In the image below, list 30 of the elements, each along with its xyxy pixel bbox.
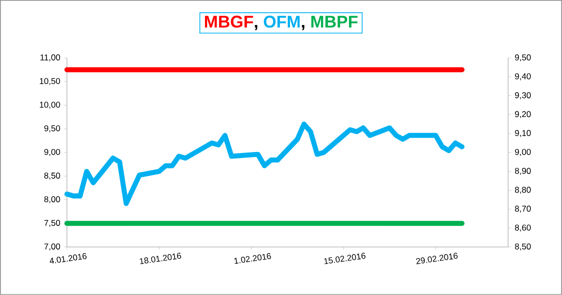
y2-tick-label: 9,30 [515,92,531,100]
y2-tick-label: 9,20 [515,111,531,118]
text: OFM [264,16,300,28]
y-tick-label: 10,50 [40,78,60,86]
y-tick-label: 7,50 [44,220,60,227]
y-tick-label: 11,00 [40,54,60,62]
x-tick-label: 29.02.2016 [416,252,458,264]
y-tick-label: 7,00 [44,244,60,251]
y2-tick-label: 9,50 [515,54,531,62]
y-tick-label: 9,00 [44,149,60,156]
text: MBGF [204,16,254,28]
text: , [254,25,258,30]
y-tick-label: 10,00 [40,102,60,109]
x-tick-label: 18.01.2016 [140,252,182,264]
y2-tick-label: 9,40 [515,73,531,80]
y2-tick-label: 8,90 [514,168,531,175]
text: MBPF [311,16,358,28]
y-tick-label: 9,50 [44,125,60,132]
y-tick-label: 8,00 [44,196,60,204]
x-tick-label: 1.02.2016 [234,253,271,264]
y-tick-label: 8,50 [44,172,60,180]
y2-tick-label: 9,10 [515,130,531,138]
x-tick-label: 4.01.2016 [50,253,87,264]
y2-tick-label: 8,50 [514,244,531,251]
text: , [302,25,304,30]
y2-tick-label: 8,70 [514,206,531,213]
y2-tick-label: 8,80 [514,186,531,194]
y2-tick-label: 9,00 [515,149,531,156]
y2-tick-label: 8,60 [514,224,531,232]
x-tick-label: 15.02.2016 [324,252,366,264]
